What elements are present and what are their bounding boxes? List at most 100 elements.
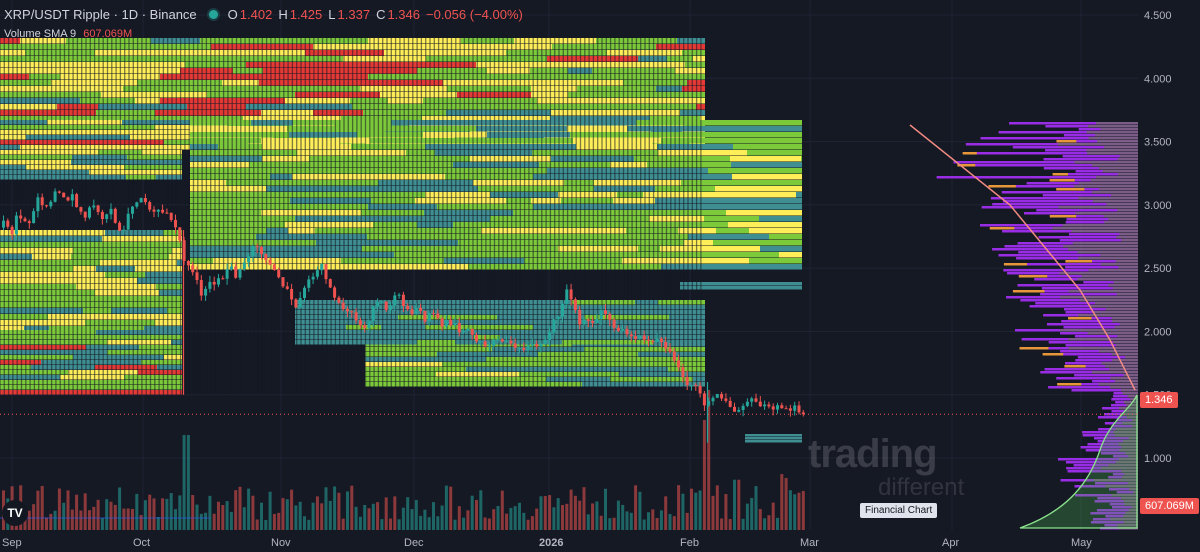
- profile-bar-buy: [1066, 218, 1109, 221]
- heat-cell: [341, 116, 422, 122]
- volume-bar: [582, 487, 586, 530]
- volume-bar: [659, 510, 663, 530]
- heat-cell: [109, 335, 182, 340]
- volume-bar: [487, 518, 491, 530]
- high-label: H: [278, 7, 288, 22]
- candle: [436, 309, 440, 320]
- volume-bar: [561, 504, 564, 530]
- candle: [698, 382, 702, 398]
- volume-profile: [909, 122, 1138, 530]
- candle-body: [19, 215, 23, 219]
- heat-cell: [0, 266, 73, 272]
- time-axis[interactable]: Sep Oct Nov Dec 2026 Feb Mar Apr May: [2, 537, 1092, 549]
- heat-cell: [487, 68, 530, 74]
- heat-cell: [796, 192, 802, 198]
- candle: [513, 338, 517, 352]
- profile-bar-total: [1113, 392, 1138, 395]
- heat-cell: [444, 186, 478, 192]
- heat-cell: [411, 320, 487, 325]
- heat-cell: [156, 175, 182, 180]
- heat-cell: [252, 98, 285, 104]
- heat-cell: [109, 314, 182, 320]
- candle: [664, 336, 668, 353]
- heat-cell: [292, 168, 340, 174]
- heat-cell: [561, 362, 632, 367]
- candle-body: [195, 272, 199, 281]
- volume-bar: [664, 496, 668, 530]
- profile-bar-buy: [1060, 173, 1118, 176]
- heat-cell: [635, 300, 658, 305]
- profile-bar-buy: [1020, 299, 1080, 302]
- heat-cell: [542, 216, 569, 222]
- heat-cell: [332, 138, 370, 144]
- candle: [591, 316, 595, 328]
- volume-bar: [328, 500, 332, 530]
- profile-curve-lower: [1019, 394, 1138, 529]
- candle: [608, 312, 612, 327]
- candle: [548, 326, 552, 347]
- heat-cell: [81, 242, 166, 248]
- low-label: L: [328, 7, 336, 22]
- heat-cell: [611, 246, 638, 252]
- heat-cell: [638, 74, 705, 80]
- candle-body: [702, 393, 706, 406]
- heat-cell: [774, 126, 802, 132]
- candle: [565, 284, 569, 309]
- heat-cell: [512, 186, 594, 192]
- heat-cell: [0, 365, 31, 370]
- candle-body: [685, 377, 689, 386]
- heat-cell: [0, 120, 47, 125]
- heat-cell: [634, 156, 730, 162]
- volume-bar: [32, 504, 36, 530]
- heat-cell: [431, 382, 509, 387]
- volume-bar: [298, 501, 302, 530]
- heat-cell: [0, 385, 88, 390]
- profile-bar-buy: [1111, 398, 1131, 401]
- close-label: C: [376, 7, 386, 22]
- candle: [530, 338, 534, 351]
- profile-bar-buy: [1111, 506, 1132, 509]
- heat-cell: [545, 80, 623, 86]
- volume-bar: [118, 487, 122, 530]
- heat-cell: [801, 156, 802, 162]
- candle: [315, 266, 319, 280]
- heat-cell: [739, 198, 802, 204]
- heat-cell: [732, 174, 802, 180]
- candle: [40, 193, 44, 210]
- candle-body: [389, 305, 392, 310]
- profile-bar-highlight: [1052, 173, 1069, 176]
- candle-body: [638, 335, 642, 339]
- symbol-title[interactable]: XRP/USDT Ripple · 1D · Binance: [4, 7, 197, 22]
- heat-cell: [569, 216, 596, 222]
- candle: [724, 393, 728, 403]
- tradingview-logo-icon[interactable]: TV: [2, 500, 28, 526]
- candle: [238, 268, 242, 281]
- heat-cell: [295, 310, 319, 315]
- heat-cell: [539, 162, 610, 168]
- candle: [358, 317, 362, 329]
- profile-bar-buy: [1062, 155, 1120, 158]
- heat-cell: [769, 234, 802, 240]
- heat-cell: [160, 74, 259, 80]
- heat-cell: [351, 144, 425, 150]
- candle: [272, 263, 276, 271]
- volume-bar: [797, 492, 801, 530]
- profile-bar-buy: [992, 248, 1068, 251]
- heat-cell: [568, 92, 606, 98]
- volume-bar: [320, 503, 324, 530]
- profile-bar-buy: [1064, 140, 1097, 143]
- heat-cell: [295, 340, 344, 345]
- candle: [333, 285, 337, 301]
- profile-bar-buy: [1061, 320, 1113, 323]
- profile-bar-buy: [1096, 509, 1129, 512]
- candle-body: [586, 319, 590, 322]
- candle-body: [634, 336, 638, 339]
- volume-legend[interactable]: Volume SMA 9 607.069M: [4, 28, 132, 40]
- candle-body: [152, 209, 156, 212]
- heat-cell: [107, 380, 161, 385]
- heat-cell: [573, 138, 628, 144]
- candle-body: [393, 295, 397, 306]
- candle-body: [49, 201, 53, 207]
